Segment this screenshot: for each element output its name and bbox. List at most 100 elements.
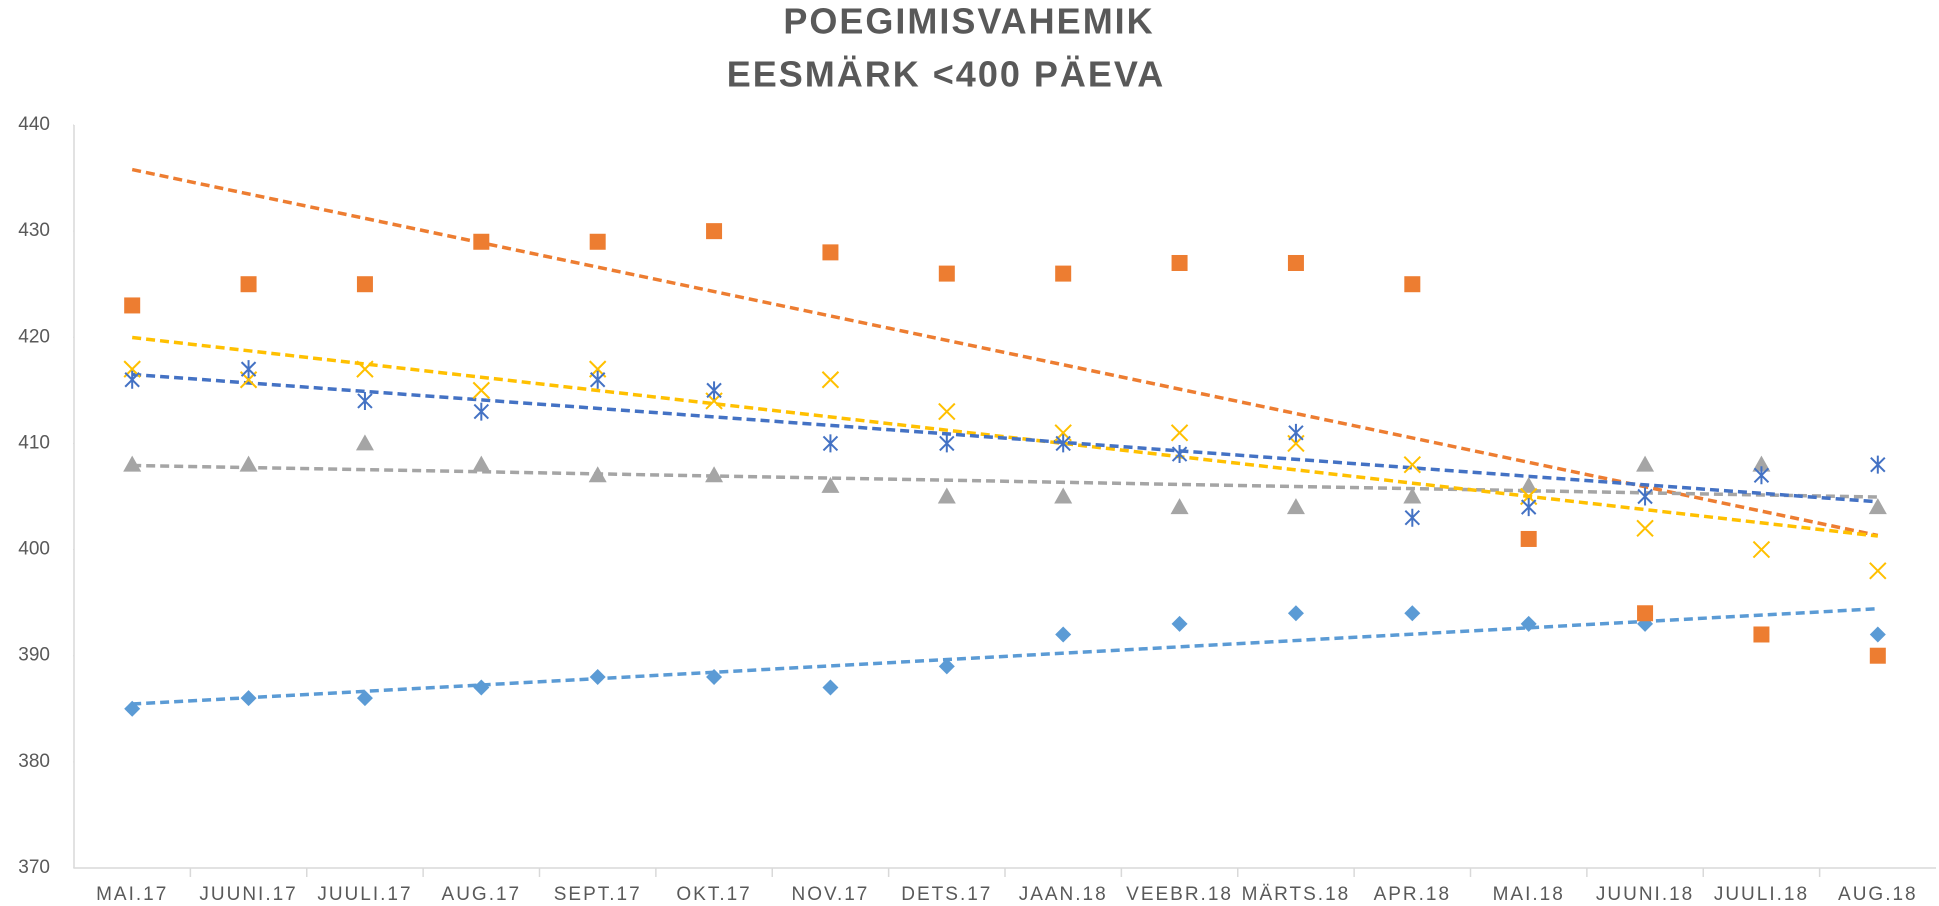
x-tick-label: MAI.17 — [96, 884, 168, 905]
triangle-marker — [588, 466, 607, 483]
x-marker — [356, 360, 374, 378]
triangle-marker — [123, 455, 142, 472]
diamond-marker — [938, 658, 955, 675]
triangle-marker — [1286, 498, 1305, 515]
diamond-marker — [473, 679, 490, 696]
square-marker — [1753, 626, 1770, 643]
square-marker — [1055, 265, 1072, 282]
diamond-marker — [1520, 615, 1537, 632]
trend-line — [132, 372, 1878, 504]
square-marker — [1869, 647, 1886, 664]
x-tick-label: JUULI.18 — [1714, 884, 1809, 905]
asterisk-marker — [589, 370, 606, 389]
x-marker — [1752, 540, 1771, 559]
asterisk-marker — [1870, 455, 1886, 474]
x-tick-label: DETS.17 — [901, 884, 992, 905]
y-tick-label: 410 — [18, 432, 50, 453]
square-marker — [473, 233, 490, 250]
x-tick-label: MAI.18 — [1493, 884, 1565, 905]
x-marker — [472, 381, 491, 400]
diamond-marker — [1287, 605, 1304, 622]
y-tick-label: 390 — [18, 645, 50, 666]
triangle-marker — [355, 434, 374, 451]
asterisk-marker — [124, 370, 140, 389]
triangle-marker — [1170, 498, 1189, 515]
asterisk-marker — [357, 391, 373, 410]
asterisk-marker — [1404, 508, 1421, 527]
x-tick-label: APR.18 — [1374, 884, 1451, 905]
x-tick-label: OKT.17 — [676, 884, 751, 905]
trend-line — [131, 167, 1879, 538]
y-tick-label: 370 — [18, 857, 50, 878]
square-marker — [706, 223, 723, 240]
square-marker — [124, 297, 141, 314]
triangle-marker — [705, 466, 724, 483]
square-marker — [240, 276, 257, 293]
x-marker — [821, 371, 840, 389]
triangle-marker — [821, 476, 840, 493]
diamond-marker — [1869, 626, 1886, 643]
triangle-marker — [1868, 498, 1887, 515]
diamond-marker — [1404, 605, 1421, 622]
x-tick-label: JUULI.17 — [317, 884, 412, 905]
triangle-marker — [937, 487, 956, 504]
diamond-marker — [356, 690, 373, 707]
y-tick-label: 380 — [18, 751, 50, 772]
x-marker — [1636, 519, 1654, 538]
x-tick-label: JUUNI.17 — [199, 884, 297, 905]
y-tick-label: 440 — [18, 114, 50, 135]
square-marker — [1404, 276, 1421, 293]
asterisk-marker — [1288, 423, 1304, 442]
diamond-marker — [706, 668, 723, 685]
asterisk-marker — [1171, 445, 1188, 464]
triangle-marker — [472, 455, 491, 472]
diamond-marker — [240, 690, 257, 707]
diamond-marker — [822, 679, 839, 696]
x-marker — [938, 402, 956, 421]
square-marker — [1637, 605, 1654, 622]
asterisk-marker — [939, 434, 955, 453]
x-marker — [1170, 424, 1189, 442]
square-marker — [938, 265, 955, 282]
square-marker — [356, 276, 373, 293]
square-marker — [1520, 530, 1537, 547]
asterisk-marker — [1520, 498, 1537, 517]
asterisk-marker — [1637, 487, 1653, 506]
square-marker — [1171, 254, 1188, 271]
triangle-marker — [1054, 487, 1073, 504]
chart-title: POEGIMISVAHEMIK — [783, 1, 1154, 42]
triangle-marker — [239, 455, 258, 472]
asterisk-marker — [240, 360, 257, 379]
x-tick-label: MÄRTS.18 — [1242, 884, 1351, 905]
y-tick-label: 400 — [18, 539, 50, 560]
x-tick-label: NOV.17 — [792, 884, 870, 905]
x-marker — [1869, 562, 1887, 580]
triangle-marker — [1636, 455, 1655, 472]
diamond-marker — [124, 700, 141, 717]
chart-subtitle: EESMÄRK <400 PÄEVA — [727, 54, 1165, 95]
x-tick-label: JAAN.18 — [1019, 884, 1108, 905]
x-tick-label: SEPT.17 — [554, 884, 642, 905]
diamond-marker — [589, 668, 606, 685]
x-tick-label: AUG.18 — [1838, 884, 1918, 905]
diamond-marker — [1055, 626, 1072, 643]
triangle-marker — [1519, 476, 1538, 493]
y-tick-label: 430 — [18, 220, 50, 241]
asterisk-marker — [473, 402, 490, 421]
x-tick-label: AUG.17 — [442, 884, 522, 905]
trend-lines — [131, 167, 1879, 706]
diamond-marker — [1171, 615, 1188, 632]
trend-line — [132, 606, 1878, 706]
square-marker — [822, 244, 839, 261]
x-tick-label: JUUNI.18 — [1596, 884, 1694, 905]
triangle-marker — [1403, 487, 1422, 504]
x-marker — [1403, 455, 1422, 474]
asterisk-marker — [1753, 466, 1770, 485]
trend-line — [132, 463, 1878, 499]
trend-line — [131, 335, 1879, 538]
asterisk-marker — [706, 381, 722, 400]
y-tick-label: 420 — [18, 326, 50, 347]
asterisk-marker — [822, 434, 839, 453]
square-marker — [1287, 254, 1304, 271]
